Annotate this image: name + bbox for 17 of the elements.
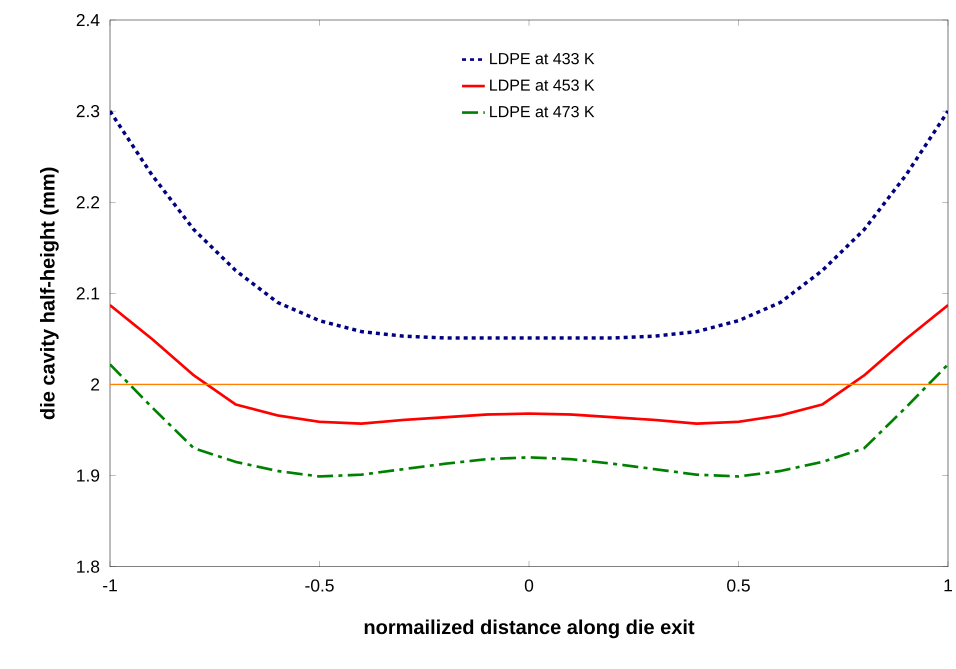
x-axis-title: normailized distance along die exit [364, 619, 694, 638]
y-tick-label: 1.8 [77, 560, 100, 573]
y-tick-label: 2 [91, 378, 100, 390]
legend-label: LDPE at 453 K [490, 79, 594, 91]
x-tick-label: 0 [524, 579, 534, 592]
y-tick-label: 2.2 [76, 196, 100, 208]
x-tick-label: 0.5 [727, 579, 750, 592]
y-tick-label: 2.3 [76, 104, 100, 118]
legend-label: LDPE at 473 K [490, 106, 594, 118]
legend-label: LDPE at 433 K [490, 52, 594, 64]
x-tick-label: 1 [944, 579, 952, 592]
y-tick-label: 2.4 [76, 14, 100, 26]
y-tick-label: 2.1 [76, 287, 100, 300]
x-tick-label: -1 [103, 579, 117, 592]
y-axis-title: die cavity half-height (mm) [40, 168, 59, 420]
x-tick-label: -0.5 [305, 579, 334, 592]
y-tick-label: 1.9 [77, 469, 100, 482]
